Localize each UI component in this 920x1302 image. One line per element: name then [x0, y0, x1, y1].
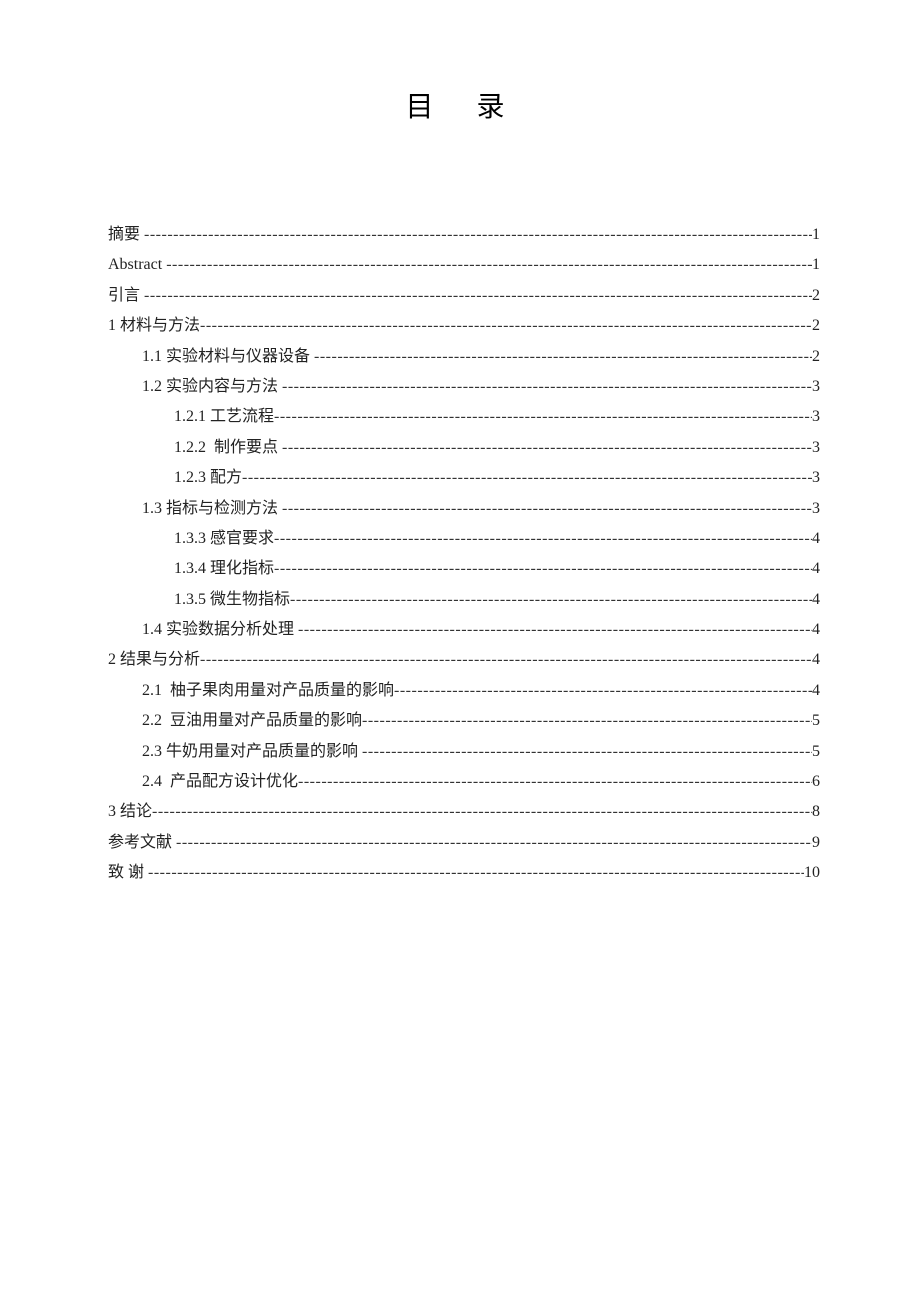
toc-page: 10	[804, 858, 820, 888]
toc-entry: 1.2.3 配方 -------------------------------…	[108, 463, 820, 493]
toc-entry: Abstract -------------------------------…	[108, 250, 820, 280]
toc-page: 4	[812, 615, 820, 645]
toc-entry: 2.4 产品配方设计优化 ---------------------------…	[108, 767, 820, 797]
toc-leader: ----------------------------------------…	[200, 645, 812, 675]
toc-entry: 1.2 实验内容与方法 ----------------------------…	[108, 372, 820, 402]
toc-leader: ----------------------------------------…	[282, 494, 812, 524]
toc-leader: ----------------------------------------…	[148, 858, 804, 888]
toc-label: 1.3 指标与检测方法	[142, 494, 282, 524]
toc-label: 1.3.4 理化指标	[174, 554, 274, 584]
toc-entry: 引言 -------------------------------------…	[108, 281, 820, 311]
toc-page: 4	[812, 585, 820, 615]
toc-leader: ----------------------------------------…	[200, 311, 812, 341]
toc-label: 2.1 柚子果肉用量对产品质量的影响	[142, 676, 394, 706]
toc-leader: ----------------------------------------…	[362, 706, 812, 736]
toc-entry: 2.1 柚子果肉用量对产品质量的影响 ---------------------…	[108, 676, 820, 706]
toc-entry: 1.3.3 感官要求 -----------------------------…	[108, 524, 820, 554]
toc-page: 4	[812, 554, 820, 584]
toc-leader: ----------------------------------------…	[274, 524, 812, 554]
toc-leader: ----------------------------------------…	[394, 676, 812, 706]
toc-page: 1	[812, 250, 820, 280]
toc-entry: 1.3 指标与检测方法 ----------------------------…	[108, 494, 820, 524]
toc-leader: ----------------------------------------…	[298, 767, 812, 797]
toc-label: 2.4 产品配方设计优化	[142, 767, 298, 797]
toc-label: 1.2 实验内容与方法	[142, 372, 282, 402]
toc-leader: ----------------------------------------…	[152, 797, 812, 827]
toc-label: 1.3.5 微生物指标	[174, 585, 290, 615]
toc-page: 3	[812, 372, 820, 402]
toc-entry: 参考文献 -----------------------------------…	[108, 828, 820, 858]
toc-leader: ----------------------------------------…	[144, 220, 812, 250]
toc-leader: ----------------------------------------…	[282, 372, 812, 402]
toc-page: 3	[812, 433, 820, 463]
toc-leader: ----------------------------------------…	[242, 463, 812, 493]
toc-page: 4	[812, 676, 820, 706]
toc-label: 致 谢	[108, 858, 148, 888]
toc-leader: ----------------------------------------…	[274, 402, 812, 432]
toc-entry: 1.2.1 工艺流程 -----------------------------…	[108, 402, 820, 432]
toc-label: 2 结果与分析	[108, 645, 200, 675]
toc-entry: 2 结果与分析 --------------------------------…	[108, 645, 820, 675]
toc-leader: ----------------------------------------…	[274, 554, 812, 584]
toc-entry: 2.3 牛奶用量对产品质量的影响 -----------------------…	[108, 737, 820, 767]
toc-label: 1.1 实验材料与仪器设备	[142, 342, 314, 372]
toc-leader: ----------------------------------------…	[144, 281, 812, 311]
toc-entry: 1 材料与方法 --------------------------------…	[108, 311, 820, 341]
toc-page: 2	[812, 311, 820, 341]
toc-label: 1.2.2 制作要点	[174, 433, 282, 463]
toc-page: 5	[812, 737, 820, 767]
toc-entry: 摘要 -------------------------------------…	[108, 220, 820, 250]
toc-page: 9	[812, 828, 820, 858]
toc-entry: 1.2.2 制作要点 -----------------------------…	[108, 433, 820, 463]
toc-entry: 1.3.4 理化指标 -----------------------------…	[108, 554, 820, 584]
toc-label: 3 结论	[108, 797, 152, 827]
table-of-contents: 摘要 -------------------------------------…	[108, 220, 820, 889]
toc-page: 1	[812, 220, 820, 250]
page-container: 目 录 摘要 ---------------------------------…	[0, 0, 920, 889]
toc-entry: 1.4 实验数据分析处理 ---------------------------…	[108, 615, 820, 645]
toc-entry: 1.3.5 微生物指标 ----------------------------…	[108, 585, 820, 615]
toc-page: 4	[812, 645, 820, 675]
toc-leader: ----------------------------------------…	[282, 433, 812, 463]
toc-page: 8	[812, 797, 820, 827]
toc-label: 1 材料与方法	[108, 311, 200, 341]
page-title: 目 录	[108, 85, 820, 125]
toc-label: 参考文献	[108, 828, 176, 858]
toc-label: 1.3.3 感官要求	[174, 524, 274, 554]
toc-page: 3	[812, 463, 820, 493]
toc-leader: ----------------------------------------…	[166, 250, 812, 280]
toc-label: Abstract	[108, 250, 166, 280]
toc-page: 3	[812, 402, 820, 432]
toc-entry: 2.2 豆油用量对产品质量的影响 -----------------------…	[108, 706, 820, 736]
toc-leader: ----------------------------------------…	[176, 828, 812, 858]
toc-label: 2.2 豆油用量对产品质量的影响	[142, 706, 362, 736]
toc-label: 2.3 牛奶用量对产品质量的影响	[142, 737, 362, 767]
toc-page: 3	[812, 494, 820, 524]
toc-leader: ----------------------------------------…	[290, 585, 812, 615]
toc-leader: ----------------------------------------…	[314, 342, 812, 372]
toc-page: 5	[812, 706, 820, 736]
toc-page: 6	[812, 767, 820, 797]
toc-leader: ----------------------------------------…	[362, 737, 812, 767]
toc-page: 2	[812, 342, 820, 372]
toc-entry: 致 谢 ------------------------------------…	[108, 858, 820, 888]
toc-label: 1.2.1 工艺流程	[174, 402, 274, 432]
toc-label: 1.2.3 配方	[174, 463, 242, 493]
toc-entry: 3 结论 -----------------------------------…	[108, 797, 820, 827]
toc-label: 引言	[108, 281, 144, 311]
toc-label: 1.4 实验数据分析处理	[142, 615, 298, 645]
toc-page: 4	[812, 524, 820, 554]
toc-entry: 1.1 实验材料与仪器设备 --------------------------…	[108, 342, 820, 372]
toc-label: 摘要	[108, 220, 144, 250]
toc-leader: ----------------------------------------…	[298, 615, 812, 645]
toc-page: 2	[812, 281, 820, 311]
